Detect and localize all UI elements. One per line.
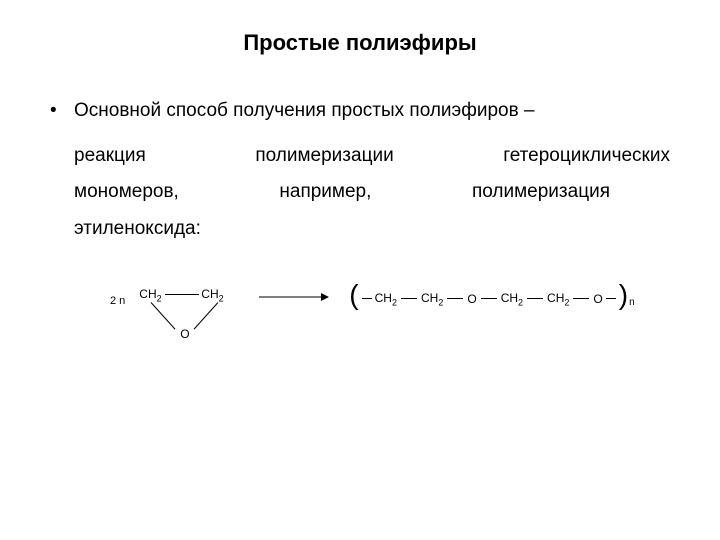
line2-word2: полимеризации [255, 138, 393, 174]
line2-word3: гетероциклических [503, 138, 670, 174]
bond-icon [447, 298, 463, 299]
monomer-oxygen: O [180, 327, 189, 341]
line3-word3: полимеризация [472, 174, 610, 210]
chemical-reaction: 2 n CH2 CH2 O ( CH2 CH2 [110, 287, 670, 347]
bullet-line-3: мономеров, например, полимеризация [74, 174, 670, 210]
bond-icon [362, 298, 372, 299]
monomer-ch2-right: CH2 [201, 287, 223, 303]
repeat-unit: CH2 CH2 O CH2 CH2 O [359, 287, 619, 307]
line2-word1: реакция [74, 138, 146, 174]
ethylene-oxide-monomer: CH2 CH2 O [139, 287, 239, 347]
seg-ch2-4: CH2 [547, 291, 569, 307]
seg-ch2-2: CH2 [421, 291, 443, 307]
seg-o-2: O [593, 292, 602, 306]
degree-subscript: n [629, 297, 635, 308]
slide-container: Простые полиэфиры •Основной способ получ… [0, 0, 720, 540]
polymer-product: ( CH2 CH2 O CH2 CH2 O ) [349, 287, 633, 307]
seg-o-1: O [467, 292, 476, 306]
bullet-line-2: реакция полимеризации гетероциклических [74, 138, 670, 174]
bullet-line-1: •Основной способ получения простых полиэ… [50, 96, 670, 126]
seg-ch2-3: CH2 [501, 291, 523, 307]
line3-word1: мономеров, [74, 174, 179, 210]
bullet-marker: • [50, 96, 74, 126]
bond-icon [481, 298, 497, 299]
monomer-left-bond [151, 302, 176, 329]
bond-icon [606, 298, 616, 299]
slide-title: Простые полиэфиры [50, 30, 670, 56]
close-paren: ) [619, 285, 628, 305]
bullet-text-1: Основной способ получения простых полиэф… [74, 100, 535, 121]
reaction-coefficient: 2 n [110, 287, 125, 307]
bond-icon [573, 298, 589, 299]
bullet-line-4: этиленоксида: [74, 211, 670, 247]
reaction-arrow-icon [259, 287, 329, 303]
bond-icon [401, 298, 417, 299]
bond-icon [527, 298, 543, 299]
open-paren: ( [349, 285, 358, 305]
line3-word2: например, [279, 174, 371, 210]
repeat-unit-formula: CH2 CH2 O CH2 CH2 O [359, 291, 619, 307]
monomer-top-bond [165, 294, 199, 295]
seg-ch2-1: CH2 [375, 291, 397, 307]
monomer-right-bond [194, 302, 219, 329]
monomer-ch2-left: CH2 [139, 287, 161, 303]
